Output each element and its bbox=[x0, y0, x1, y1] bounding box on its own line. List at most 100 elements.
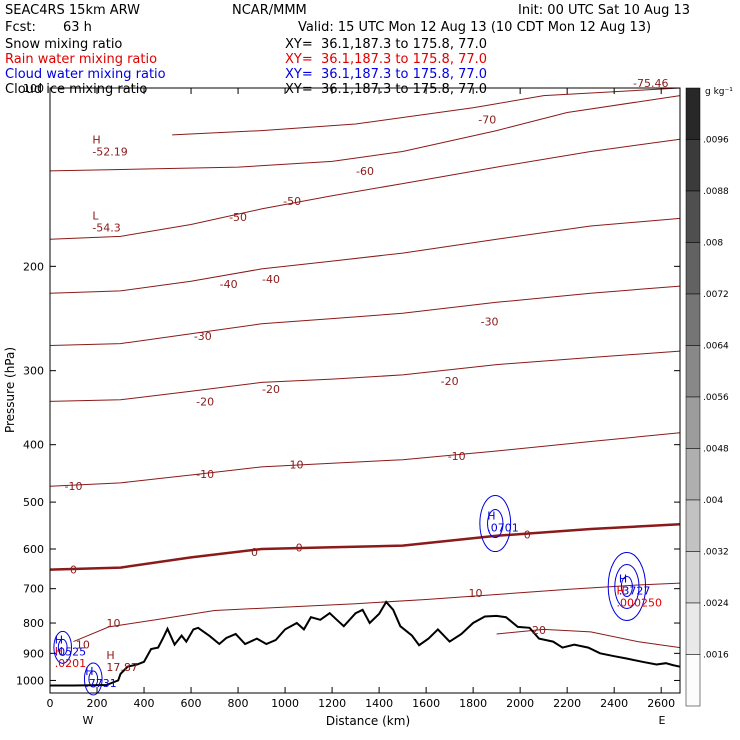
extremum-value: 17.87 bbox=[106, 661, 138, 674]
isotherm-minus60 bbox=[49, 95, 681, 172]
cloud-water-contour bbox=[607, 552, 647, 622]
contour-label: -20 bbox=[441, 375, 459, 388]
contour-label: -10 bbox=[196, 468, 214, 481]
isotherm-0 bbox=[49, 523, 681, 571]
extremum-type: L bbox=[92, 210, 99, 223]
org-label: NCAR/MMM bbox=[232, 3, 307, 18]
colorbar-swatch bbox=[685, 654, 701, 707]
field-snow-xy: XY= 36.1,187.3 to 175.8, 77.0 bbox=[285, 37, 488, 52]
contour-label: -50 bbox=[283, 195, 301, 208]
x-end-label-east: E bbox=[659, 714, 666, 727]
y-tick-label: 400 bbox=[23, 439, 44, 452]
y-tick-label: 900 bbox=[23, 647, 44, 660]
colorbar-level-label: .004 bbox=[703, 496, 723, 506]
colorbar-level-label: .0048 bbox=[703, 445, 729, 455]
colorbar-unit: g kg⁻¹ bbox=[705, 87, 733, 97]
extremum-type: H bbox=[92, 134, 100, 147]
isotherm-minus30 bbox=[49, 285, 681, 346]
colorbar-level-label: .0096 bbox=[703, 136, 729, 146]
colorbar-level-label: .008 bbox=[703, 239, 723, 249]
model-title: SEAC4RS 15km ARW bbox=[5, 3, 141, 18]
contour-label: -60 bbox=[356, 165, 374, 178]
contour-label: -70 bbox=[478, 113, 496, 126]
field-ice-name: Cloud ice mixing ratio bbox=[5, 82, 148, 97]
extremum-marker: H.0525 bbox=[55, 633, 87, 658]
extremum-marker: H.0201 bbox=[55, 645, 87, 670]
colorbar-swatch bbox=[685, 602, 701, 655]
extremum-type: H bbox=[85, 665, 93, 678]
terrain-layer bbox=[50, 600, 681, 687]
contour-label: -20 bbox=[262, 383, 280, 396]
isotherm-10 bbox=[73, 582, 681, 643]
colorbar-swatch bbox=[685, 242, 701, 295]
field-rain-name: Rain water mixing ratio bbox=[5, 52, 158, 67]
cloud-water-contour bbox=[83, 662, 103, 696]
colorbar: .0096 .0088 .008 .0072 .0064 .0056 .0048 .004 .0… bbox=[685, 87, 729, 707]
isotherm-minus70 bbox=[172, 87, 681, 136]
extremum-marker: H17.87 bbox=[106, 649, 138, 674]
y-tick-label: 300 bbox=[23, 365, 44, 378]
y-tick-label: 500 bbox=[23, 496, 44, 509]
extremum-marker: H.0701 bbox=[487, 510, 518, 535]
x-tick-label: 2600 bbox=[647, 697, 675, 710]
x-tick-label: 600 bbox=[181, 697, 202, 710]
contour-label: 10 bbox=[468, 587, 482, 600]
isotherm-layer bbox=[49, 87, 681, 649]
extremum-type: H bbox=[55, 633, 63, 646]
colorbar-swatch bbox=[685, 448, 701, 501]
contour-label: -20 bbox=[196, 395, 214, 408]
extrema-layer: H-52.19L-54.3-75.46H.0701H.3727H.000250H… bbox=[55, 77, 669, 690]
colorbar-level-label: .0056 bbox=[703, 393, 729, 403]
x-tick-label: 800 bbox=[228, 697, 249, 710]
y-axis-label: Pressure (hPa) bbox=[3, 347, 17, 433]
field-ice-xy: XY= 36.1,187.3 to 175.8, 77.0 bbox=[285, 82, 488, 97]
isotherm-minus10 bbox=[49, 432, 681, 487]
cloud-water-contour bbox=[487, 509, 504, 539]
y-tick-label: 1000 bbox=[16, 674, 44, 687]
field-cloud-xy: XY= 36.1,187.3 to 175.8, 77.0 bbox=[285, 67, 488, 82]
x-tick-label: 1800 bbox=[459, 697, 487, 710]
extremum-type: H bbox=[619, 573, 627, 586]
contour-label: -40 bbox=[262, 273, 280, 286]
x-tick-label: 200 bbox=[87, 697, 108, 710]
x-axis-label: Distance (km) bbox=[326, 714, 410, 728]
valid-time: Valid: 15 UTC Mon 12 Aug 13 (10 CDT Mon … bbox=[298, 20, 652, 35]
y-tick-label: 100 bbox=[23, 82, 44, 95]
isotherm-20 bbox=[496, 628, 681, 649]
cloud-contour-layer bbox=[53, 495, 647, 696]
cloud-water-contour bbox=[479, 495, 512, 553]
extremum-value: .0701 bbox=[487, 522, 518, 535]
extremum-type: H bbox=[617, 584, 625, 597]
cloud-water-contour bbox=[57, 638, 68, 656]
cloud-water-contour bbox=[53, 630, 73, 664]
x-tick-label: 2400 bbox=[600, 697, 628, 710]
extremum-marker: H.7731 bbox=[85, 665, 117, 690]
colorbar-swatch bbox=[685, 190, 701, 243]
colorbar-swatch bbox=[685, 499, 701, 552]
extremum-type: H bbox=[106, 649, 114, 662]
isotherm-minus40 bbox=[49, 217, 681, 294]
x-tick-label: 400 bbox=[134, 697, 155, 710]
extremum-value: -52.19 bbox=[92, 146, 127, 159]
colorbar-level-label: .0072 bbox=[703, 290, 729, 300]
extremum-value: .0201 bbox=[55, 657, 87, 670]
contour-label: -40 bbox=[220, 278, 238, 291]
extremum-marker: L-54.3 bbox=[92, 210, 120, 235]
x-tick-label: 2200 bbox=[553, 697, 581, 710]
x-tick-label: 0 bbox=[47, 697, 54, 710]
contour-label-layer: -70 -60 -50 -50 -40 -40 -30 -30 -20 -20 -20 -10 -10 -… bbox=[65, 113, 546, 651]
extremum-value: -75.46 bbox=[633, 77, 668, 90]
fcst-value: 63 h bbox=[63, 20, 92, 35]
colorbar-swatch bbox=[685, 87, 701, 140]
extremum-type: H bbox=[487, 510, 495, 523]
extremum-type: H bbox=[55, 645, 63, 658]
contour-label: 0 bbox=[70, 564, 77, 577]
init-time: Init: 00 UTC Sat 10 Aug 13 bbox=[518, 3, 691, 18]
colorbar-level-label: .0024 bbox=[703, 599, 729, 609]
contour-label: 0 bbox=[296, 541, 303, 554]
contour-label: 0 bbox=[251, 546, 258, 559]
colorbar-level-label: .0016 bbox=[703, 651, 729, 661]
extremum-marker: H-52.19 bbox=[92, 134, 127, 159]
colorbar-level-label: .0088 bbox=[703, 187, 729, 197]
